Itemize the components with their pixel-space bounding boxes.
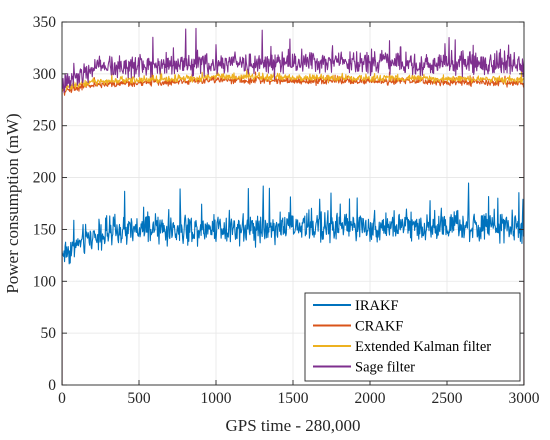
x-tick-label: 2000 bbox=[355, 390, 386, 407]
y-tick-label: 300 bbox=[33, 66, 57, 83]
x-tick-label: 1500 bbox=[278, 390, 309, 407]
y-tick-label: 250 bbox=[33, 118, 57, 135]
series-group bbox=[62, 27, 524, 385]
tick-labels: 0 500 1000 1500 2000 2500 3000 0 50 100 150 200 250 3… bbox=[33, 14, 540, 407]
y-tick-label: 100 bbox=[33, 273, 57, 290]
series-line bbox=[62, 69, 524, 385]
y-tick-label: 0 bbox=[48, 377, 56, 394]
series-line bbox=[62, 27, 524, 385]
x-tick-label: 0 bbox=[58, 390, 66, 407]
legend-label: CRAKF bbox=[355, 319, 403, 335]
legend: IRAKF CRAKF Extended Kalman filter Sage fil… bbox=[304, 292, 521, 382]
y-tick-label: 150 bbox=[33, 221, 57, 238]
y-tick-label: 350 bbox=[33, 14, 57, 31]
y-tick-label: 200 bbox=[33, 170, 57, 187]
x-tick-label: 1000 bbox=[201, 390, 232, 407]
y-tick-label: 50 bbox=[41, 325, 57, 342]
series-line bbox=[62, 182, 524, 385]
x-tick-label: 3000 bbox=[509, 390, 540, 407]
legend-label: Sage filter bbox=[355, 360, 415, 376]
legend-label: IRAKF bbox=[355, 298, 399, 314]
ticks bbox=[61, 21, 525, 386]
x-tick-label: 500 bbox=[127, 390, 151, 407]
x-tick-label: 2500 bbox=[432, 390, 463, 407]
x-axis-label: GPS time - 280,000 bbox=[225, 416, 360, 435]
legend-label: Extended Kalman filter bbox=[355, 339, 491, 355]
y-axis-label: Power consumption (mW) bbox=[3, 113, 22, 293]
